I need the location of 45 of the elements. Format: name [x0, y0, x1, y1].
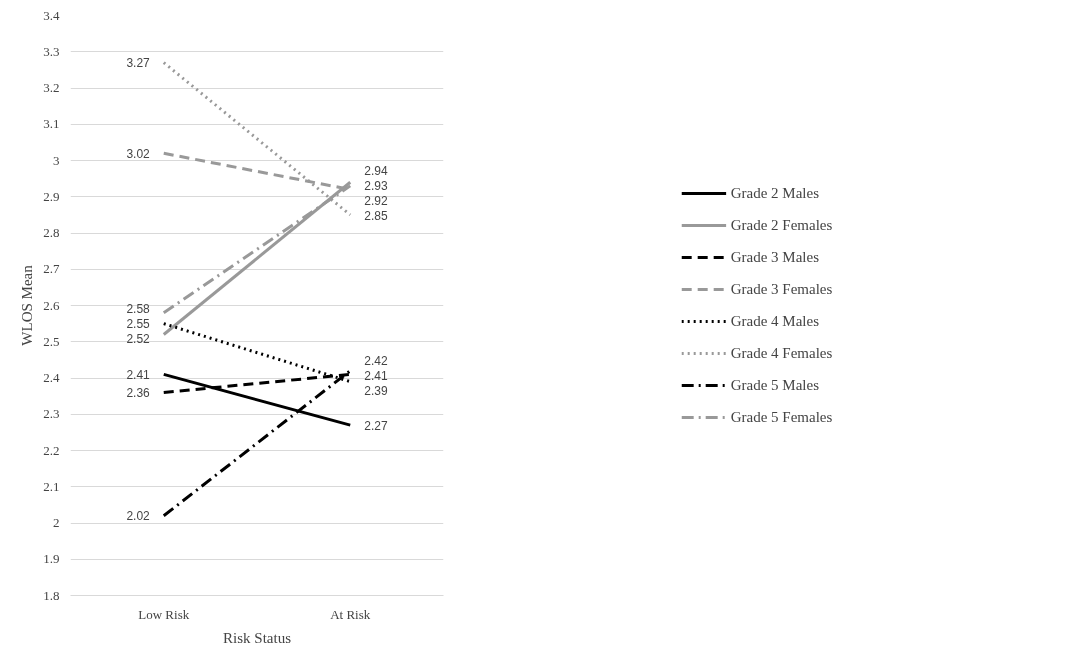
data-label: 2.58: [126, 302, 151, 317]
x-tick-label: At Risk: [330, 606, 371, 622]
y-tick-label: 2.6: [43, 297, 60, 313]
y-tick-label: 1.9: [43, 551, 60, 567]
y-tick-label: 2.9: [43, 188, 60, 204]
data-label: 2.41: [126, 367, 151, 382]
data-label: 2.94: [364, 164, 388, 179]
data-label: 2.02: [126, 509, 151, 524]
y-tick-label: 3: [53, 152, 60, 168]
legend-label: Grade 2 Females: [730, 216, 833, 234]
legend-label: Grade 4 Females: [730, 344, 833, 362]
data-label: 2.55: [126, 317, 151, 332]
data-label: 2.41: [364, 369, 388, 384]
data-label: 2.92: [364, 194, 388, 209]
data-label: 2.42: [364, 354, 388, 369]
legend-label: Grade 3 Females: [730, 280, 833, 298]
y-tick-label: 2.5: [43, 333, 60, 349]
legend-label: Grade 4 Males: [730, 312, 819, 330]
y-axis-title: WLOS Mean: [19, 264, 36, 346]
data-label: 2.93: [364, 179, 388, 194]
legend-label: Grade 3 Males: [730, 248, 819, 266]
y-tick-label: 2.4: [43, 370, 60, 385]
legend-label: Grade 2 Males: [730, 184, 819, 202]
x-axis-title: Risk Status: [223, 629, 292, 646]
y-tick-label: 2.3: [43, 406, 60, 422]
data-label: 3.27: [126, 56, 151, 71]
data-label: 2.39: [364, 384, 388, 399]
y-tick-label: 2.7: [43, 261, 60, 277]
y-tick-label: 2.2: [43, 442, 60, 458]
y-tick-label: 2: [53, 515, 60, 530]
y-tick-label: 2.8: [43, 225, 60, 240]
y-tick-label: 1.8: [43, 587, 60, 603]
y-tick-label: 3.4: [43, 7, 60, 23]
y-tick-label: 3.2: [43, 80, 60, 95]
legend-label: Grade 5 Males: [730, 376, 819, 394]
y-tick-label: 2.1: [43, 478, 60, 494]
x-tick-label: Low Risk: [138, 606, 190, 622]
data-label: 3.02: [126, 146, 151, 161]
data-label: 2.36: [126, 386, 151, 400]
y-tick-label: 3.3: [43, 43, 60, 59]
legend-label: Grade 5 Females: [730, 408, 833, 426]
data-label: 2.27: [364, 418, 388, 433]
y-tick-label: 3.1: [43, 116, 60, 132]
data-label: 2.85: [364, 209, 388, 224]
data-label: 2.52: [126, 332, 151, 347]
